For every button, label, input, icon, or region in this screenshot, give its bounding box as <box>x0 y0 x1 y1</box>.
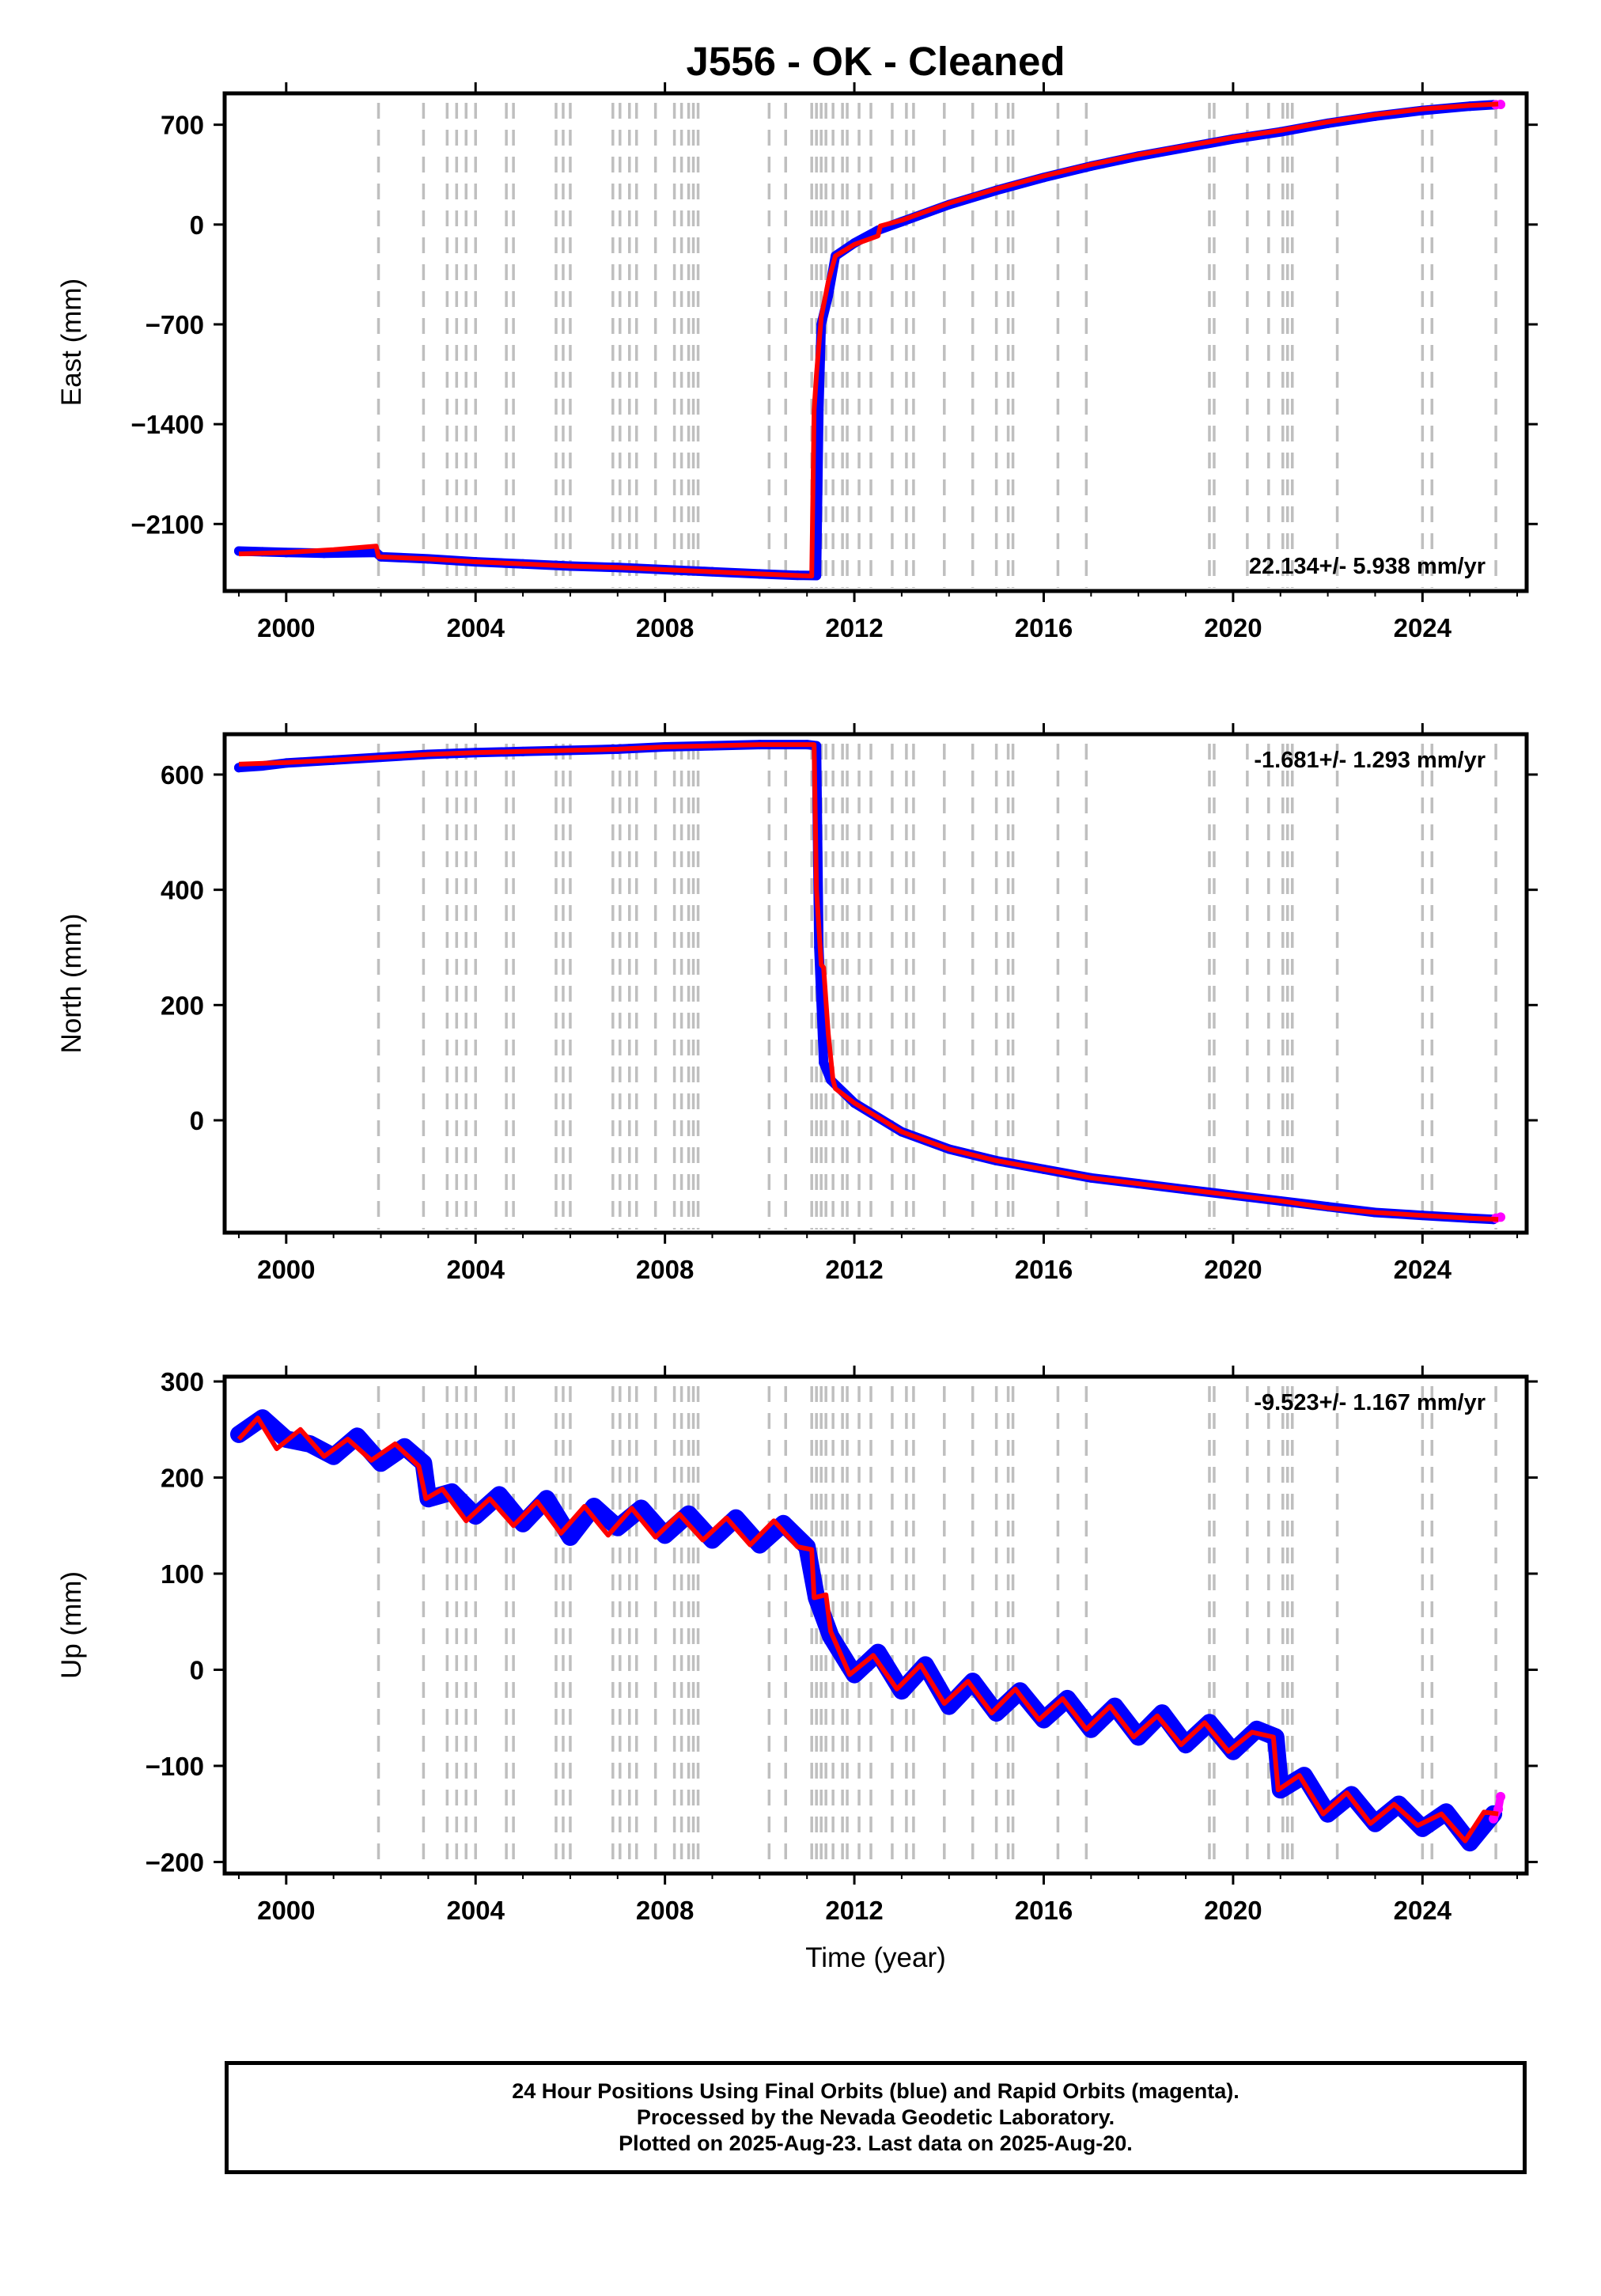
up-final-orbits-point <box>755 1540 765 1550</box>
north-x-tick-label: 2012 <box>825 1255 883 1284</box>
up-x-tick-label: 2000 <box>257 1896 315 1925</box>
up-final-orbits-point <box>636 1503 646 1514</box>
east-rapid-orbits-point <box>1496 100 1506 110</box>
north-frame <box>222 732 1529 1235</box>
up-rapid-orbits-point <box>1489 1813 1499 1824</box>
up-y-axis-label: Up (mm) <box>56 1571 87 1679</box>
east-model-line <box>238 101 1499 579</box>
up-final-orbits-point <box>376 1458 386 1468</box>
up-final-orbits-point <box>565 1532 575 1542</box>
up-x-tick-label: 2008 <box>636 1896 694 1925</box>
up-y-tick-label: 200 <box>161 1464 204 1493</box>
up-final-orbits-point <box>418 1458 429 1468</box>
east-x-tick-label: 2016 <box>1015 613 1073 642</box>
north-panel: 2000 2004 2008 2012 2016 2020 20246004002000No… <box>56 723 1538 1284</box>
east-final-orbits-band <box>234 100 1499 581</box>
north-y-tick-label: 400 <box>161 876 204 905</box>
east-y-axis-label: East (mm) <box>56 278 87 406</box>
east-rate-label: 22.134+/- 5.938 mm/yr <box>1249 554 1486 579</box>
x-axis-label: Time (year) <box>805 1942 946 1973</box>
north-x-tick-label: 2008 <box>636 1255 694 1284</box>
footer-box: 24 Hour Positions Using Final Orbits (bl… <box>225 2061 1527 2174</box>
east-frame <box>222 91 1529 593</box>
north-rate-label: -1.681+/- 1.293 mm/yr <box>1254 748 1486 773</box>
north-x-tick-label: 2000 <box>257 1255 315 1284</box>
up-final-orbits-point <box>683 1509 694 1519</box>
up-y-tick-label: 0 <box>190 1655 204 1684</box>
east-x-tick-label: 2008 <box>636 613 694 642</box>
up-y-tick-label: 100 <box>161 1559 204 1589</box>
up-x-tick-label: 2016 <box>1015 1896 1073 1925</box>
north-x-tick-label: 2004 <box>447 1255 505 1284</box>
up-y-tick-label: −200 <box>146 1847 204 1877</box>
up-frame <box>222 1374 1529 1876</box>
north-final-orbits-point <box>819 1058 829 1068</box>
footer-line-2: Processed by the Nevada Geodetic Laborat… <box>636 2105 1115 2129</box>
north-y-tick-label: 600 <box>161 760 204 790</box>
north-x-tick-label: 2020 <box>1204 1255 1262 1284</box>
east-x-tick-label: 2012 <box>825 613 883 642</box>
up-x-tick-label: 2012 <box>825 1896 883 1925</box>
east-panel: 2000 2004 2008 2012 2016 2020 2024 700 0 −700 −140… <box>56 82 1538 642</box>
up-x-tick-label: 2004 <box>447 1896 505 1925</box>
north-x-tick-label: 2024 <box>1394 1255 1452 1284</box>
east-x-tick-label: 2024 <box>1394 613 1452 642</box>
up-x-tick-label: 2020 <box>1204 1896 1262 1925</box>
up-final-orbits-point <box>494 1490 505 1500</box>
up-model-line <box>237 1415 1499 1843</box>
north-y-tick-label: 200 <box>161 991 204 1020</box>
up-rate-label: -9.523+/- 1.167 mm/yr <box>1254 1390 1486 1415</box>
east-y-tick-label: 700 <box>161 111 204 140</box>
up-final-orbits-point <box>352 1431 362 1442</box>
east-y-tick-label: −700 <box>146 310 204 339</box>
east-x-tick-label: 2020 <box>1204 613 1262 642</box>
footer-line-1: 24 Hour Positions Using Final Orbits (bl… <box>512 2079 1240 2103</box>
footer-line-3: Plotted on 2025-Aug-23. Last data on 202… <box>619 2131 1133 2155</box>
north-model-line <box>238 742 1499 1222</box>
up-final-orbits-point <box>447 1487 457 1497</box>
up-final-orbits-point <box>731 1513 741 1523</box>
north-final-orbits-band <box>234 740 1499 1225</box>
east-y-tick-label: −2100 <box>131 510 204 539</box>
east-x-tick-label: 2004 <box>447 613 505 642</box>
north-y-tick-label: 0 <box>190 1106 204 1135</box>
up-final-orbits-point <box>589 1501 599 1511</box>
up-final-orbits-point <box>707 1535 717 1545</box>
up-y-tick-label: 300 <box>161 1367 204 1396</box>
east-y-tick-label: 0 <box>190 210 204 240</box>
up-x-tick-label: 2024 <box>1394 1896 1452 1925</box>
north-y-axis-label: North (mm) <box>56 914 87 1054</box>
north-x-tick-label: 2016 <box>1015 1255 1073 1284</box>
east-y-tick-label: −1400 <box>131 410 204 439</box>
up-rapid-orbits-point <box>1496 1791 1506 1802</box>
up-final-orbits-point <box>542 1494 552 1504</box>
chart-title: J556 - OK - Cleaned <box>687 39 1065 84</box>
up-panel: 2000 2004 2008 2012 2016 2020 2024 300 200 100 0 −1… <box>56 1366 1538 1973</box>
east-x-tick-label: 2000 <box>257 613 315 642</box>
up-y-tick-label: −100 <box>146 1752 204 1781</box>
